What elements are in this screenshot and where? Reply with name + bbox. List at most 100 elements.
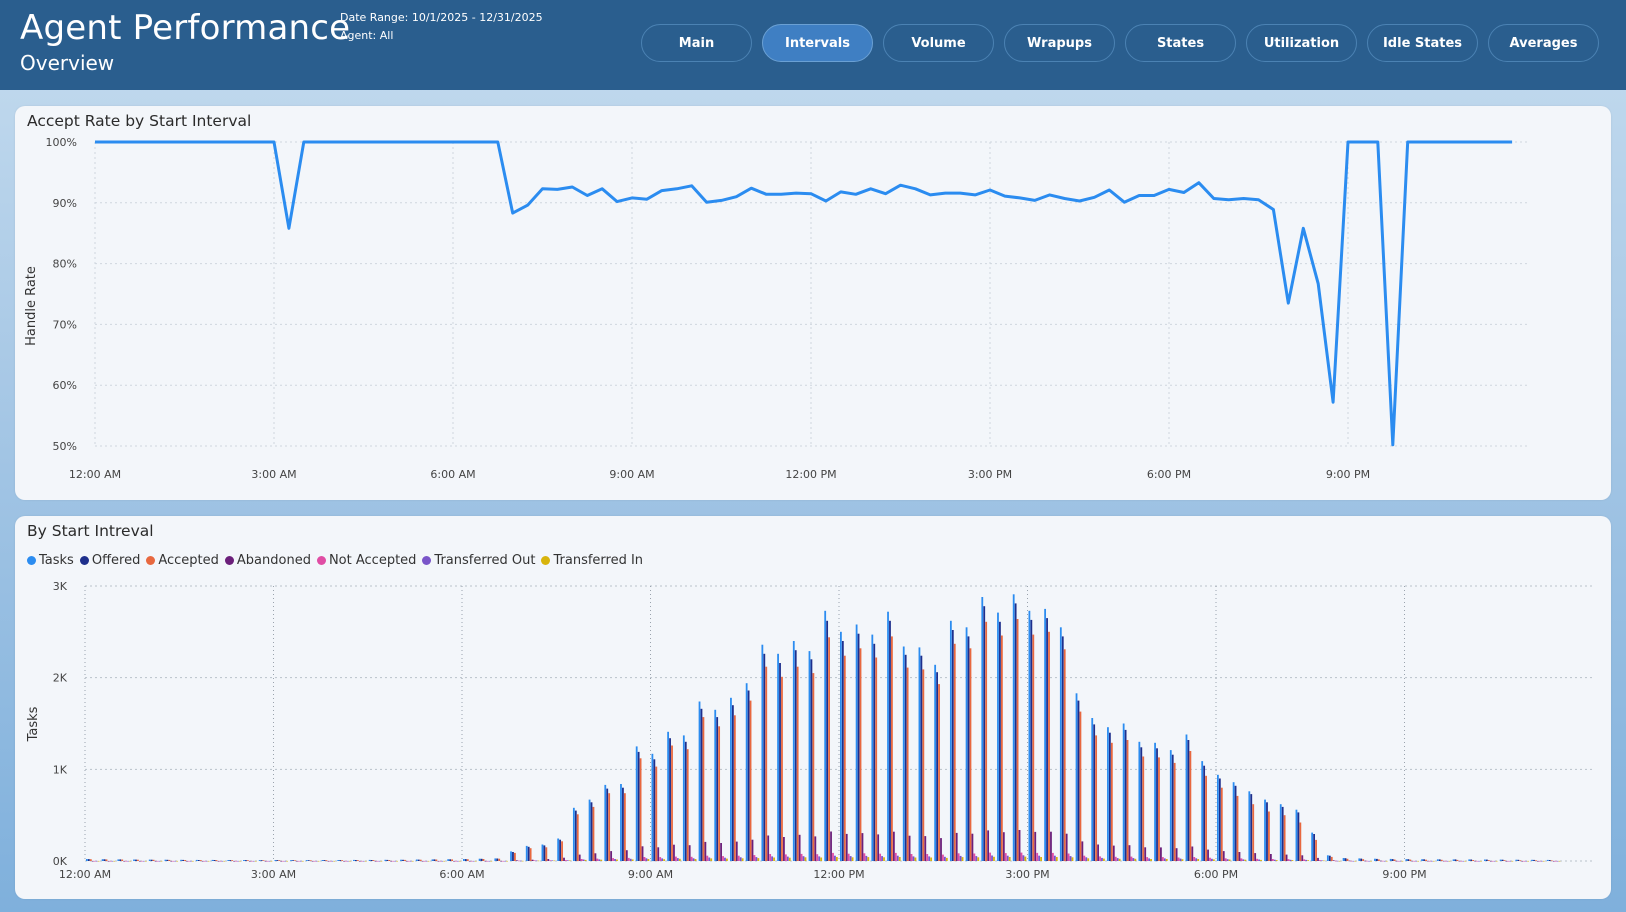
bar-not-accepted[interactable]	[1382, 861, 1384, 862]
bar-transferred-in[interactable]	[742, 858, 744, 861]
bar-transferred-in[interactable]	[1276, 860, 1278, 861]
bar-transferred-out[interactable]	[881, 856, 883, 861]
bar-accepted[interactable]	[750, 701, 752, 861]
bar-tasks[interactable]	[1453, 859, 1455, 861]
bar-offered[interactable]	[968, 636, 970, 861]
bar-transferred-in[interactable]	[302, 861, 304, 862]
bar-offered[interactable]	[1266, 802, 1268, 861]
bar-accepted[interactable]	[216, 860, 218, 861]
bar-not-accepted[interactable]	[1366, 861, 1368, 862]
bar-transferred-in[interactable]	[1543, 861, 1545, 862]
bar-transferred-out[interactable]	[536, 861, 538, 862]
bar-offered[interactable]	[591, 802, 593, 861]
bar-transferred-in[interactable]	[1009, 857, 1011, 861]
bar-offered[interactable]	[669, 738, 671, 861]
nav-button-wrapups[interactable]: Wrapups	[1004, 24, 1115, 62]
bar-tasks[interactable]	[494, 858, 496, 861]
bar-transferred-out[interactable]	[756, 857, 758, 861]
bar-tasks[interactable]	[542, 845, 544, 862]
bar-abandoned[interactable]	[940, 838, 942, 861]
bar-transferred-out[interactable]	[1227, 859, 1229, 861]
nav-button-main[interactable]: Main	[641, 24, 752, 62]
bar-not-accepted[interactable]	[1021, 853, 1023, 861]
bar-offered[interactable]	[1376, 859, 1378, 861]
bar-not-accepted[interactable]	[675, 857, 677, 861]
bar-transferred-in[interactable]	[412, 861, 414, 862]
bar-abandoned[interactable]	[1286, 855, 1288, 861]
bar-tasks[interactable]	[416, 860, 418, 862]
bar-not-accepted[interactable]	[1146, 857, 1148, 861]
bar-offered[interactable]	[1219, 779, 1221, 862]
bar-transferred-out[interactable]	[1384, 861, 1386, 862]
bar-transferred-in[interactable]	[208, 861, 210, 862]
bar-offered[interactable]	[763, 654, 765, 861]
bar-transferred-in[interactable]	[1370, 861, 1372, 862]
bar-abandoned[interactable]	[783, 837, 785, 861]
bar-accepted[interactable]	[1535, 860, 1537, 861]
bar-transferred-in[interactable]	[805, 857, 807, 861]
bar-not-accepted[interactable]	[1398, 861, 1400, 862]
bar-transferred-out[interactable]	[1415, 861, 1417, 862]
bar-transferred-in[interactable]	[679, 859, 681, 861]
bar-not-accepted[interactable]	[1209, 858, 1211, 861]
bar-transferred-in[interactable]	[1229, 860, 1231, 862]
bar-offered[interactable]	[355, 860, 357, 861]
bar-transferred-out[interactable]	[677, 858, 679, 861]
bar-offered[interactable]	[1517, 860, 1519, 861]
bar-transferred-out[interactable]	[897, 856, 899, 861]
bar-transferred-out[interactable]	[363, 861, 365, 862]
bar-not-accepted[interactable]	[235, 861, 237, 862]
bar-abandoned[interactable]	[1019, 830, 1021, 861]
bar-not-accepted[interactable]	[926, 854, 928, 861]
bar-transferred-out[interactable]	[394, 861, 396, 862]
bar-tasks[interactable]	[746, 683, 748, 861]
bar-offered[interactable]	[1172, 755, 1174, 861]
bar-accepted[interactable]	[624, 793, 626, 861]
bar-not-accepted[interactable]	[251, 861, 253, 862]
bar-not-accepted[interactable]	[1523, 861, 1525, 862]
bar-not-accepted[interactable]	[157, 861, 159, 862]
bar-transferred-out[interactable]	[724, 858, 726, 861]
bar-transferred-out[interactable]	[473, 861, 475, 862]
bar-tasks[interactable]	[1217, 775, 1219, 861]
bar-abandoned[interactable]	[767, 836, 769, 862]
bar-accepted[interactable]	[404, 860, 406, 861]
bar-accepted[interactable]	[1174, 763, 1176, 861]
bar-abandoned[interactable]	[390, 861, 392, 862]
bar-transferred-in[interactable]	[757, 858, 759, 861]
bar-transferred-out[interactable]	[803, 856, 805, 861]
bar-not-accepted[interactable]	[1288, 859, 1290, 861]
bar-offered[interactable]	[1297, 812, 1299, 861]
bar-not-accepted[interactable]	[1319, 860, 1321, 861]
bar-transferred-out[interactable]	[284, 861, 286, 862]
bar-abandoned[interactable]	[610, 851, 612, 861]
bar-tasks[interactable]	[1264, 800, 1266, 861]
bar-transferred-in[interactable]	[867, 857, 869, 861]
bar-abandoned[interactable]	[186, 861, 188, 862]
bar-transferred-in[interactable]	[1166, 859, 1168, 861]
bar-accepted[interactable]	[341, 860, 343, 861]
bar-accepted[interactable]	[1127, 740, 1129, 861]
bar-transferred-in[interactable]	[1511, 861, 1513, 862]
bar-abandoned[interactable]	[1396, 861, 1398, 862]
bar-transferred-out[interactable]	[504, 861, 506, 862]
bar-offered[interactable]	[119, 859, 121, 861]
bar-not-accepted[interactable]	[769, 854, 771, 861]
bar-accepted[interactable]	[357, 860, 359, 861]
bar-transferred-in[interactable]	[1134, 859, 1136, 861]
bar-abandoned[interactable]	[893, 832, 895, 861]
bar-transferred-out[interactable]	[1195, 858, 1197, 861]
bar-tasks[interactable]	[322, 860, 324, 861]
bar-abandoned[interactable]	[799, 835, 801, 861]
bar-accepted[interactable]	[263, 860, 265, 861]
bar-accepted[interactable]	[844, 656, 846, 861]
bar-offered[interactable]	[261, 860, 263, 861]
bar-abandoned[interactable]	[327, 861, 329, 862]
bar-accepted[interactable]	[1237, 796, 1239, 861]
bar-transferred-in[interactable]	[1150, 859, 1152, 861]
bar-transferred-in[interactable]	[475, 861, 477, 862]
bar-abandoned[interactable]	[1443, 861, 1445, 862]
bar-transferred-out[interactable]	[818, 856, 820, 861]
bar-tasks[interactable]	[1374, 859, 1376, 861]
bar-not-accepted[interactable]	[1413, 861, 1415, 862]
